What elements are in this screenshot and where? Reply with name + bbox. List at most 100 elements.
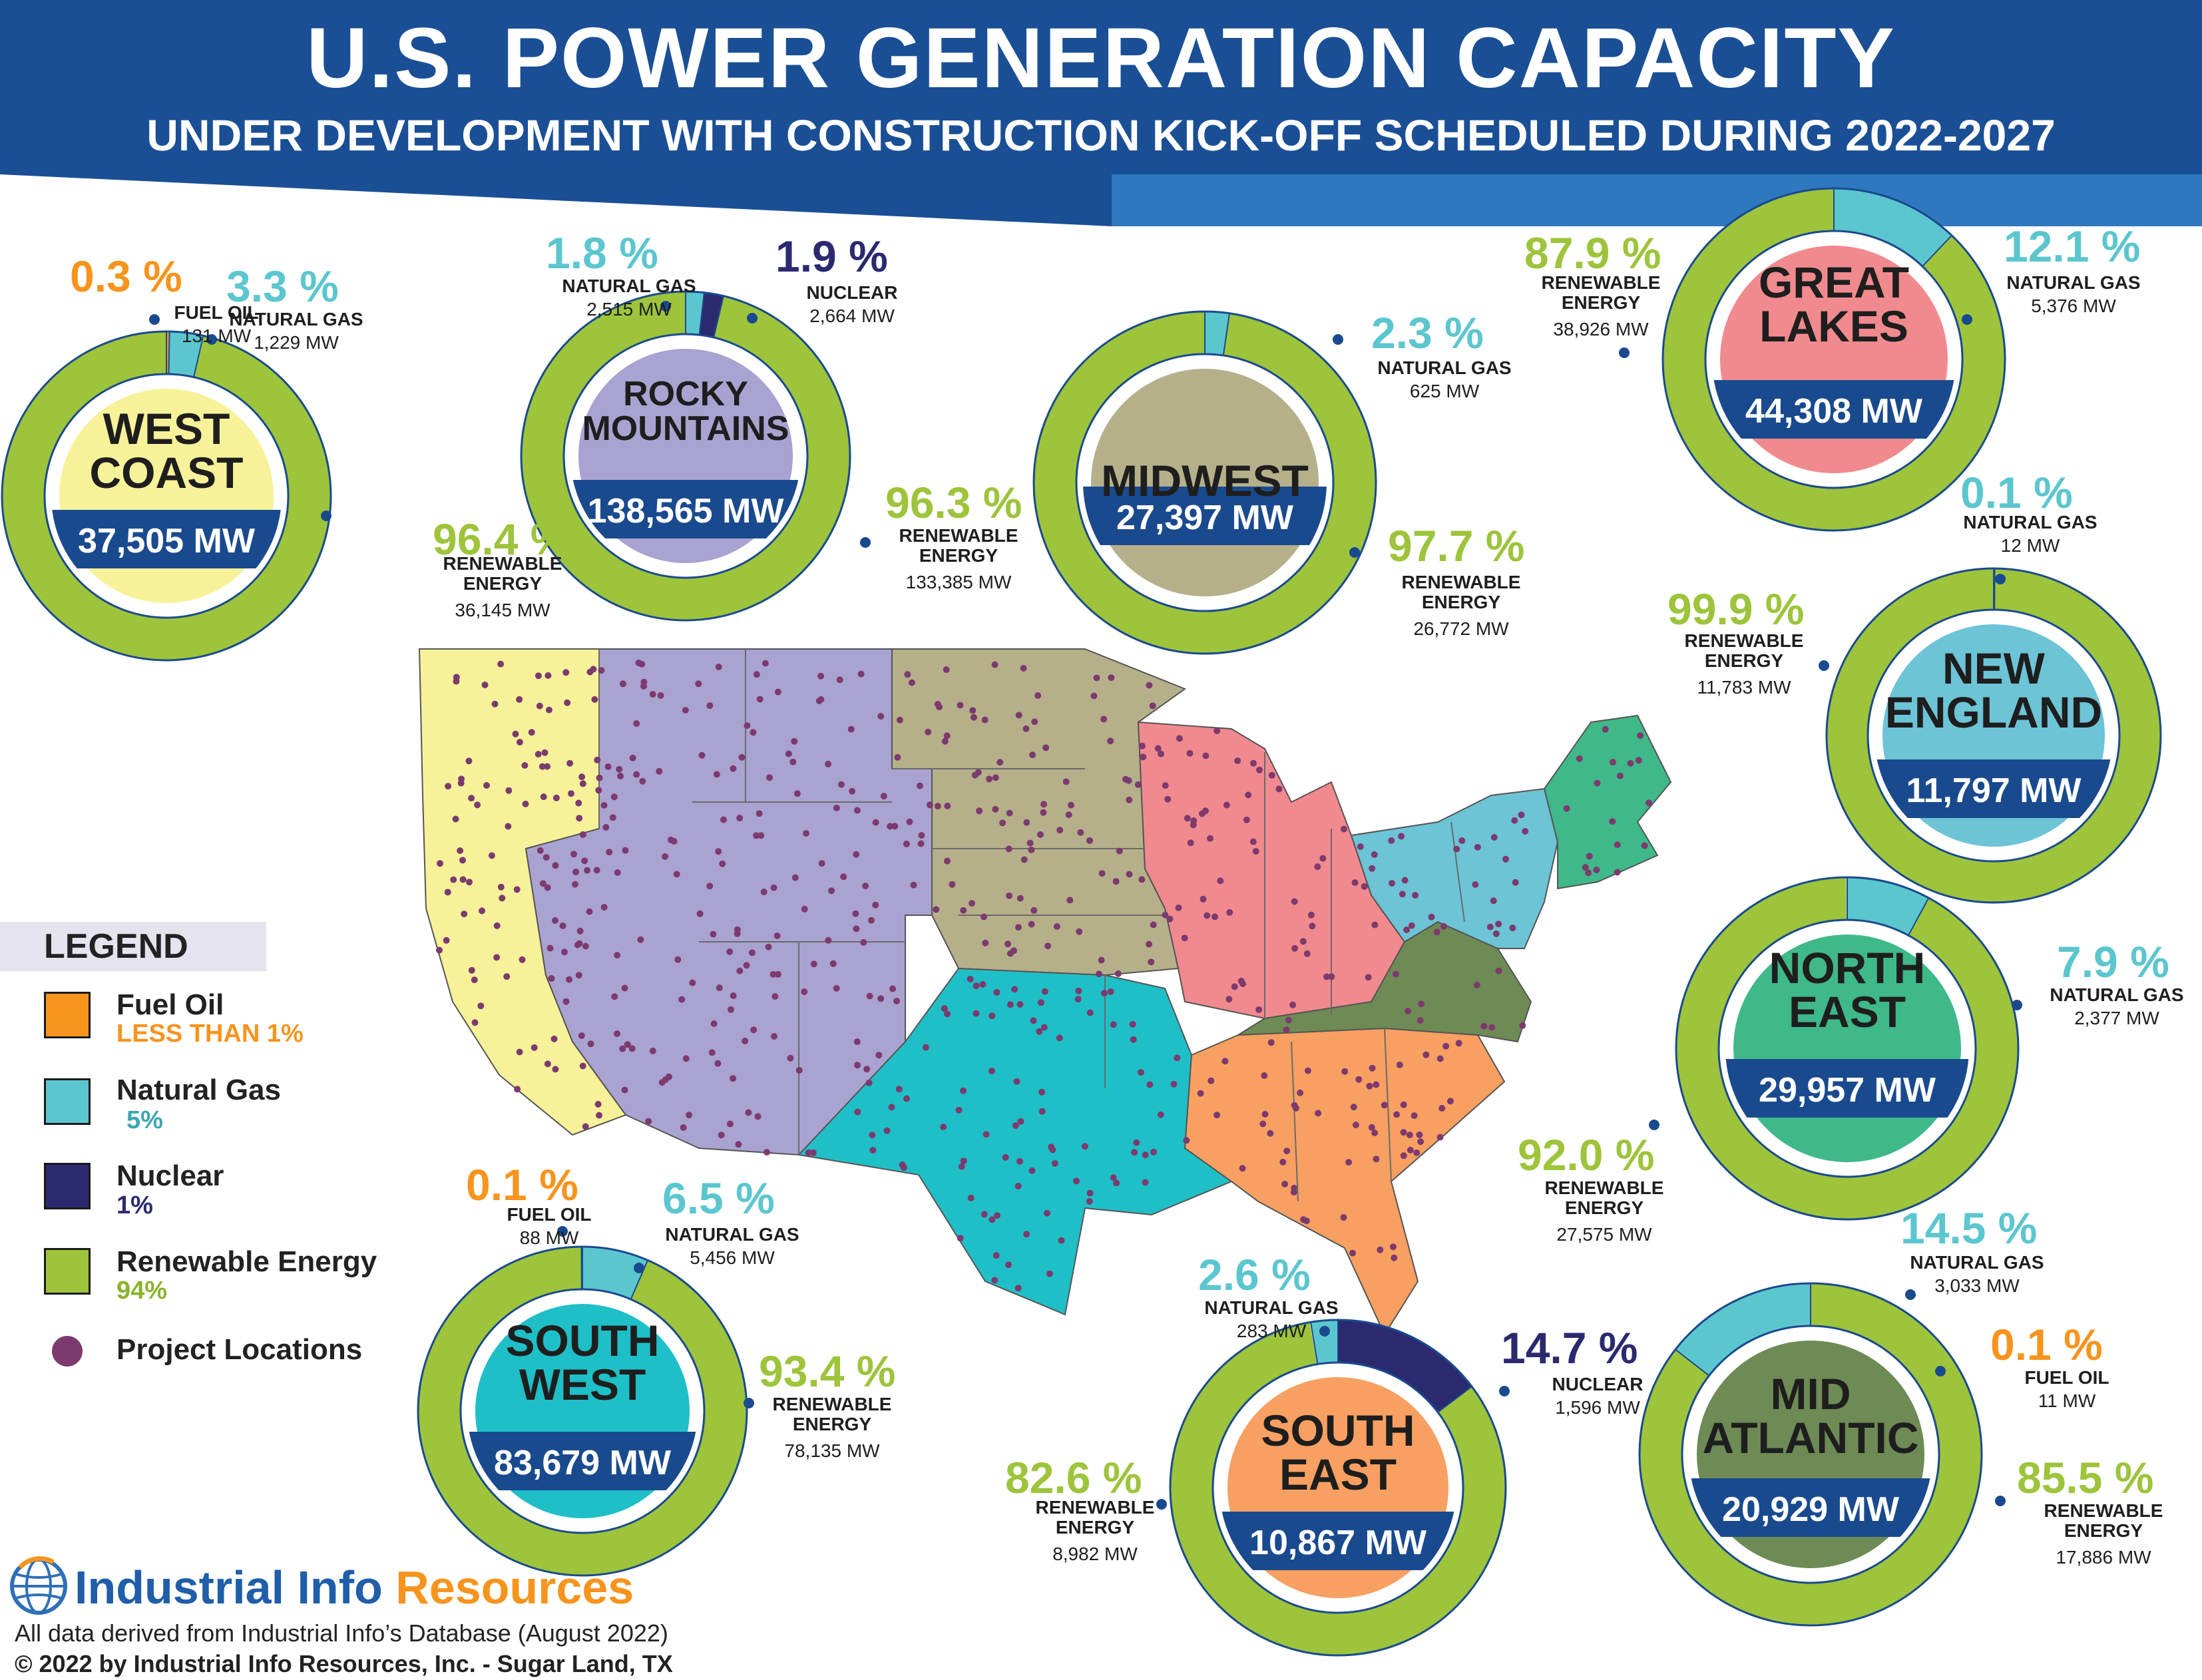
project-location-dot — [552, 794, 560, 801]
project-location-dot — [989, 1012, 996, 1020]
project-location-dot — [730, 1075, 737, 1082]
leader-dot-rocky-mountains-nuc — [747, 313, 758, 323]
slice-mw-mid-atlantic-gas: 3,033 MW — [1934, 1275, 2020, 1296]
leader-dot-great-lakes-renewable — [1619, 347, 1630, 358]
project-location-dot — [714, 1060, 722, 1067]
slice-label-mid-atlantic-gas: NATURAL GAS — [1910, 1252, 2044, 1273]
project-location-dot — [889, 985, 896, 992]
project-location-dot — [1208, 1077, 1215, 1084]
project-location-dot — [1044, 1209, 1050, 1217]
project-location-dot — [1495, 967, 1502, 974]
legend-swatch-fuel-oil — [44, 992, 91, 1038]
project-location-dot — [1340, 1214, 1347, 1221]
project-location-dot — [837, 781, 845, 788]
slice-label-south-east-nuc: NUCLEAR — [1552, 1374, 1644, 1394]
project-location-dot — [877, 713, 885, 720]
project-location-dot — [544, 763, 550, 770]
project-location-dot — [1187, 839, 1194, 847]
project-location-dot — [1157, 1111, 1164, 1118]
donut-slice-great-lakes-renewable — [1663, 188, 2005, 530]
project-location-dot — [1299, 938, 1307, 945]
project-location-dot — [756, 696, 764, 703]
project-location-dot — [1006, 892, 1013, 899]
project-location-dot — [544, 1060, 551, 1068]
project-location-dot — [1129, 1020, 1136, 1028]
project-location-dot — [1140, 753, 1147, 761]
region-name-west-coast-line0: WEST — [103, 404, 230, 453]
project-location-dot — [614, 869, 621, 876]
project-location-dot — [479, 907, 485, 915]
project-location-dot — [1086, 1197, 1093, 1205]
project-location-dot — [738, 753, 746, 761]
project-location-dot — [445, 783, 452, 790]
project-location-dot — [1108, 674, 1115, 682]
project-location-dot — [1369, 1064, 1376, 1072]
project-location-dot — [1291, 898, 1298, 905]
project-location-dot — [1289, 1001, 1297, 1008]
project-location-dot — [750, 729, 757, 736]
project-location-dot — [1399, 891, 1406, 898]
project-location-dot — [1438, 1105, 1446, 1112]
project-location-dot — [1013, 1078, 1020, 1085]
project-location-dot — [1213, 1112, 1221, 1119]
project-location-dot — [471, 976, 478, 984]
project-location-dot — [1133, 1139, 1140, 1146]
project-location-dot — [833, 804, 840, 811]
project-location-dot — [708, 1049, 716, 1056]
project-location-dot — [1100, 716, 1108, 723]
project-location-dot — [1017, 1118, 1024, 1125]
slice-mw-mid-atlantic-fuel: 11 MW — [2038, 1390, 2096, 1411]
slice-label-rocky-mountains-renewable: RENEWABLE — [899, 525, 1018, 546]
region-name-rocky-mountains-line0: ROCKY — [623, 375, 748, 413]
header-banner — [0, 0, 2202, 226]
project-location-dot — [695, 680, 702, 688]
slice-pct-mid-atlantic-fuel: 0.1 % — [1990, 1320, 2103, 1369]
project-location-dot — [540, 793, 547, 801]
legend-label-nuclear: Nuclear — [116, 1159, 224, 1192]
project-location-dot — [1408, 922, 1415, 929]
project-location-dot — [1138, 876, 1146, 883]
project-location-dot — [514, 1086, 521, 1093]
project-location-dot — [1303, 1217, 1310, 1225]
project-location-dot — [1403, 927, 1411, 933]
project-location-dot — [875, 1052, 883, 1059]
project-location-dot — [579, 780, 586, 787]
project-location-dot — [1211, 913, 1219, 921]
project-location-dot — [1488, 1024, 1496, 1031]
legend-swatch-natural-gas — [44, 1078, 91, 1125]
project-location-dot — [582, 1123, 589, 1130]
project-location-dot — [1502, 855, 1509, 863]
project-location-dot — [1217, 877, 1224, 885]
project-location-dot — [444, 889, 451, 896]
project-location-dot — [1114, 970, 1122, 977]
project-location-dot — [1474, 843, 1481, 851]
project-location-dot — [1107, 988, 1114, 995]
project-location-dot — [1081, 1143, 1088, 1150]
project-location-dot — [1200, 895, 1207, 903]
slice-label2-rocky-mountains-renewable: ENERGY — [919, 545, 998, 566]
project-location-dot — [531, 1044, 538, 1051]
project-location-dot — [1077, 829, 1084, 836]
project-location-dot — [992, 774, 999, 781]
project-location-dot — [1345, 1159, 1353, 1166]
project-location-dot — [857, 670, 865, 678]
globe-logo-icon — [10, 1556, 67, 1615]
project-location-dot — [958, 1163, 965, 1170]
map-region-south-west — [797, 967, 1233, 1316]
project-location-dot — [853, 925, 860, 933]
project-location-dot — [437, 860, 443, 867]
slice-mw-midwest-gas: 625 MW — [1409, 381, 1480, 401]
project-location-dot — [477, 1002, 485, 1010]
project-location-dot — [621, 984, 628, 992]
project-location-dot — [891, 823, 899, 830]
project-location-dot — [1411, 1112, 1418, 1120]
project-location-dot — [1373, 1081, 1380, 1088]
region-total-midwest: 27,397 MW — [1116, 499, 1294, 537]
project-location-dot — [1480, 1022, 1488, 1030]
project-location-dot — [1304, 1067, 1311, 1074]
project-location-dot — [503, 973, 511, 980]
project-location-dot — [541, 749, 549, 756]
project-location-dot — [1458, 837, 1466, 844]
project-location-dot — [1029, 751, 1036, 759]
slice-label-west-coast-renewable: RENEWABLE — [443, 553, 562, 574]
